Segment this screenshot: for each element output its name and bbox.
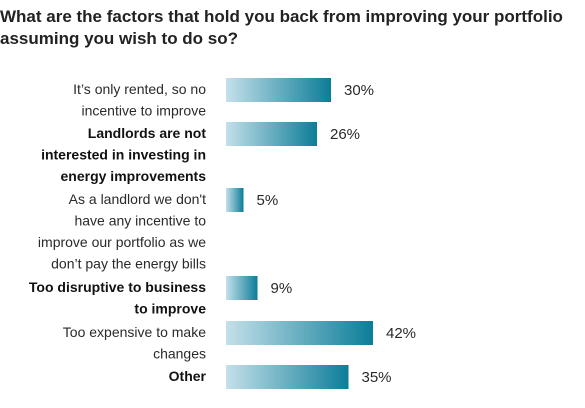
chart-title-line-1: What are the factors that hold you back … [0,7,563,26]
category-label-3-line-1: to improve [134,301,206,317]
category-label-4-line-1: changes [153,346,206,362]
bar-4 [226,321,373,345]
chart-plot: 30% It’s only rented, so no incentive to i… [29,78,416,389]
value-label-2: 5% [257,192,279,209]
category-label-2: As a landlord we don't have any incentive… [38,191,206,272]
category-label-1-line-2: energy improvements [61,168,207,184]
bar-5 [226,365,349,389]
value-label-3: 9% [271,280,293,297]
bar-0 [226,78,331,102]
category-label-0: It’s only rented, so no incentive to impr… [73,81,206,119]
bar-1 [226,122,317,146]
category-label-4: Too expensive to make changes [63,324,206,362]
category-label-5-line-0: Other [169,368,207,384]
category-label-2-line-3: don’t pay the energy bills [51,256,206,272]
category-label-0-line-0: It’s only rented, so no [73,81,206,97]
category-label-4-line-0: Too expensive to make [63,324,206,340]
category-label-3: Too disruptive to business to improve [29,279,206,317]
chart-title: What are the factors that hold you back … [0,6,585,50]
chart-title-line-2: assuming you wish to do so? [0,29,239,48]
category-label-5: Other [169,368,207,384]
value-label-1: 26% [330,126,360,143]
category-label-1: Landlords are not interested in investing… [41,125,206,184]
category-label-1-line-0: Landlords are not [88,125,207,141]
category-label-3-line-0: Too disruptive to business [29,279,206,295]
value-label-5: 35% [362,369,392,386]
category-label-2-line-0: As a landlord we don't [69,191,206,207]
bar-3 [226,276,258,300]
category-label-1-line-1: interested in investing in [41,147,206,163]
category-label-2-line-1: have any incentive to [74,213,206,229]
category-label-2-line-2: improve our portfolio as we [38,234,206,250]
category-label-0-line-1: incentive to improve [81,103,206,119]
value-label-0: 30% [344,82,374,99]
bar-2 [226,188,244,212]
value-label-4: 42% [386,325,416,342]
